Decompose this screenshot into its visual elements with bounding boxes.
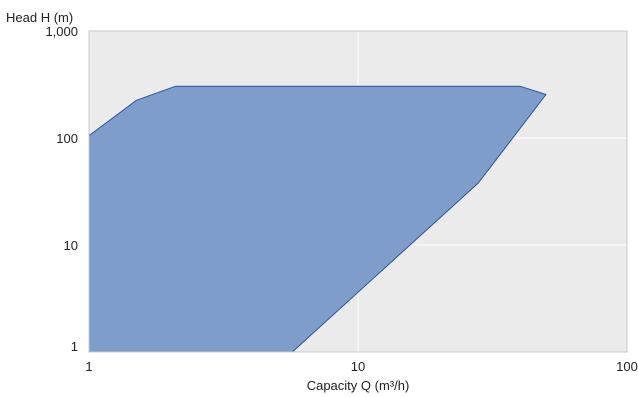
x-tick-label: 1: [85, 359, 92, 374]
x-tick-label: 100: [616, 359, 638, 374]
operating-range-area: [88, 85, 547, 353]
plot-frame: [88, 30, 628, 353]
x-axis-label: Capacity Q (m³/h): [307, 378, 410, 393]
y-axis-ticks: 1 10 100 1,000: [45, 24, 78, 354]
x-axis-ticks: 1 10 100: [85, 359, 637, 374]
x-tick-label: 10: [351, 359, 365, 374]
y-tick-label: 10: [64, 238, 78, 253]
y-tick-label: 1,000: [45, 24, 78, 39]
y-tick-label: 100: [56, 131, 78, 146]
y-tick-label: 1: [71, 339, 78, 354]
y-axis-label: Head H (m): [6, 10, 73, 25]
